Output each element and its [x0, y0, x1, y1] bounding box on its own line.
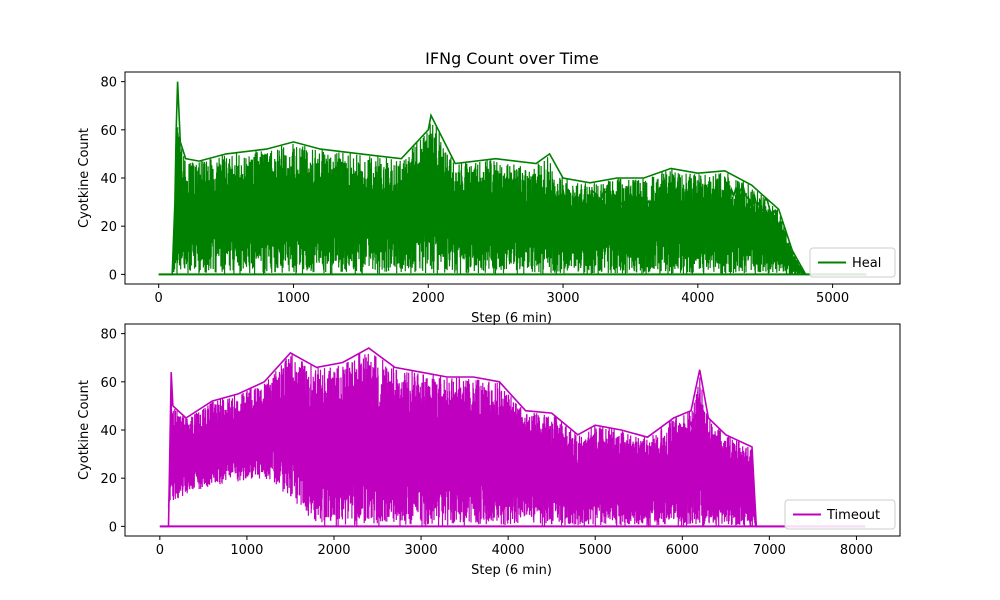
y-axis-label: Cyotkine Count	[77, 380, 92, 480]
x-tick-label: 3000	[546, 291, 579, 306]
x-tick-label: 4000	[681, 291, 714, 306]
y-tick-label: 0	[109, 520, 117, 535]
x-tick-label: 1000	[277, 291, 310, 306]
legend: Heal	[809, 247, 896, 278]
x-tick-label: 4000	[492, 543, 525, 558]
legend: Timeout	[784, 499, 896, 530]
y-tick-label: 40	[100, 424, 117, 439]
legend-box	[809, 247, 896, 278]
x-tick-label: 7000	[753, 543, 786, 558]
y-tick-label: 20	[100, 220, 117, 235]
timeout-panel: 0 1000 2000 3000 4000 5000 6000 7000 8000 0 20 40 60…	[77, 323, 901, 578]
y-tick-label: 0	[109, 268, 117, 283]
series-trace-timeout	[550, 403, 753, 528]
x-axis-label: Step (6 min)	[471, 311, 552, 326]
legend-label: Timeout	[826, 508, 880, 523]
series-band-timeout	[167, 353, 757, 527]
x-tick-label: 5000	[579, 543, 612, 558]
x-tick-label: 2000	[317, 543, 350, 558]
x-axis-label: Step (6 min)	[471, 563, 552, 578]
x-tick-label: 5000	[816, 291, 849, 306]
x-tick-label: 8000	[840, 543, 873, 558]
chart-title: IFNg Count over Time	[425, 49, 599, 68]
x-tick-label: 3000	[405, 543, 438, 558]
heal-panel: 0 1000 2000 3000 4000 5000 0 20 40 60 80 Step (6 mi…	[77, 71, 901, 326]
x-tick-label: 0	[155, 291, 163, 306]
series-envelope-timeout	[159, 347, 866, 528]
plot-area	[158, 81, 867, 276]
y-tick-label: 80	[100, 76, 117, 91]
series-envelope-heal	[158, 81, 867, 276]
y-tick-label: 80	[100, 328, 117, 343]
series-band-heal	[171, 123, 807, 276]
legend-box	[784, 499, 896, 530]
y-tick-label: 60	[100, 376, 117, 391]
legend-label: Heal	[852, 256, 881, 271]
y-axis-label: Cyotkine Count	[77, 128, 92, 228]
plot-area	[159, 347, 866, 528]
series-trace-heal	[548, 182, 793, 275]
x-tick-label: 2000	[412, 291, 445, 306]
y-tick-label: 40	[100, 172, 117, 187]
y-tick-label: 20	[100, 472, 117, 487]
x-tick-label: 6000	[666, 543, 699, 558]
y-tick-label: 60	[100, 124, 117, 139]
x-tick-label: 0	[156, 543, 164, 558]
x-tick-label: 1000	[230, 543, 263, 558]
